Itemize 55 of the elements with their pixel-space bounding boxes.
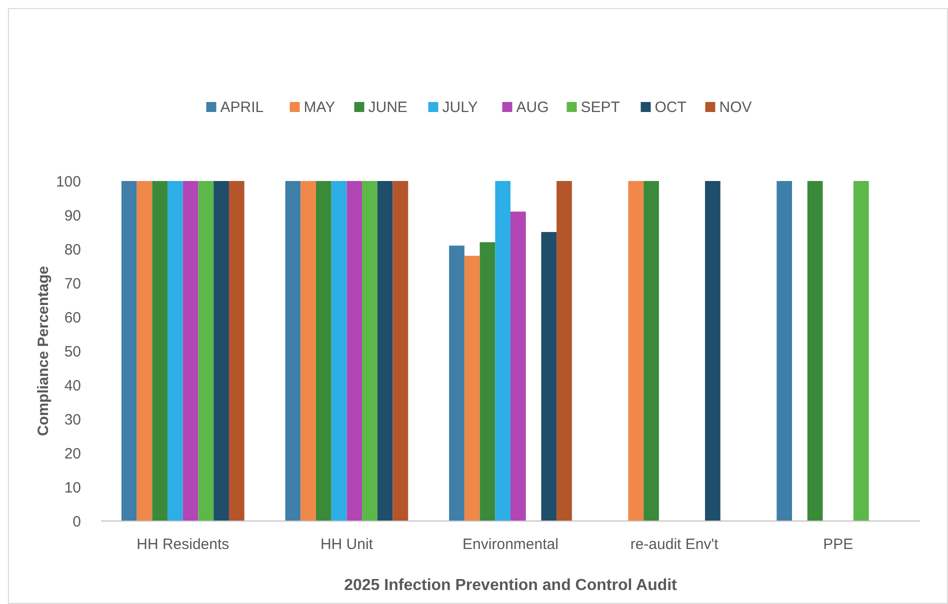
- bar: [510, 212, 526, 521]
- bar: [300, 181, 316, 521]
- y-tick-label: 100: [56, 173, 81, 190]
- bar: [198, 181, 214, 521]
- y-tick-label: 60: [64, 309, 81, 326]
- legend-label: MAY: [304, 99, 336, 116]
- y-tick-label: 20: [64, 445, 81, 462]
- bar: [121, 181, 137, 521]
- bar: [362, 181, 378, 521]
- bar: [182, 181, 198, 521]
- x-tick-label: HH Unit: [320, 536, 374, 553]
- y-tick-label: 90: [64, 207, 81, 224]
- bar: [346, 181, 362, 521]
- bar: [807, 181, 823, 521]
- bar: [556, 181, 572, 521]
- bar: [853, 181, 869, 521]
- bar: [152, 181, 168, 521]
- legend-label: JULY: [442, 99, 478, 116]
- x-axis-title: 2025 Infection Prevention and Control Audit: [344, 577, 678, 594]
- legend-label: APRIL: [220, 99, 264, 116]
- y-tick-label: 50: [64, 343, 81, 360]
- x-tick-label: PPE: [823, 536, 854, 553]
- legend-label: NOV: [719, 99, 752, 116]
- y-tick-label: 40: [64, 377, 81, 394]
- bar: [228, 181, 244, 521]
- legend-label: AUG: [516, 99, 549, 116]
- bar: [136, 181, 152, 521]
- legend-label: JUNE: [368, 99, 408, 116]
- y-tick-label: 10: [64, 479, 81, 496]
- bar: [377, 181, 393, 521]
- bar: [541, 232, 557, 521]
- y-tick-label: 70: [64, 275, 81, 292]
- bar: [464, 256, 480, 521]
- y-tick-label: 80: [64, 241, 81, 258]
- legend-label: SEPT: [580, 99, 620, 116]
- bar: [168, 181, 183, 521]
- x-tick-label: Environmental: [462, 536, 558, 553]
- x-tick-label: HH Residents: [136, 536, 230, 553]
- bar: [776, 181, 792, 521]
- bar: [644, 181, 659, 521]
- bar: [285, 181, 301, 521]
- bar: [495, 181, 510, 521]
- bar: [449, 246, 464, 521]
- bar: [480, 242, 496, 521]
- legend-label: OCT: [654, 99, 686, 116]
- bar: [316, 181, 332, 521]
- x-tick-label: re-audit Env't: [630, 536, 720, 553]
- bar: [214, 181, 229, 521]
- bar: [331, 181, 347, 521]
- bar: [392, 181, 408, 521]
- bar: [628, 181, 644, 521]
- bar: [705, 181, 720, 521]
- y-tick-label: 30: [64, 411, 81, 428]
- y-tick-label: 0: [72, 513, 81, 530]
- y-axis-title: Compliance Percentage: [35, 266, 52, 436]
